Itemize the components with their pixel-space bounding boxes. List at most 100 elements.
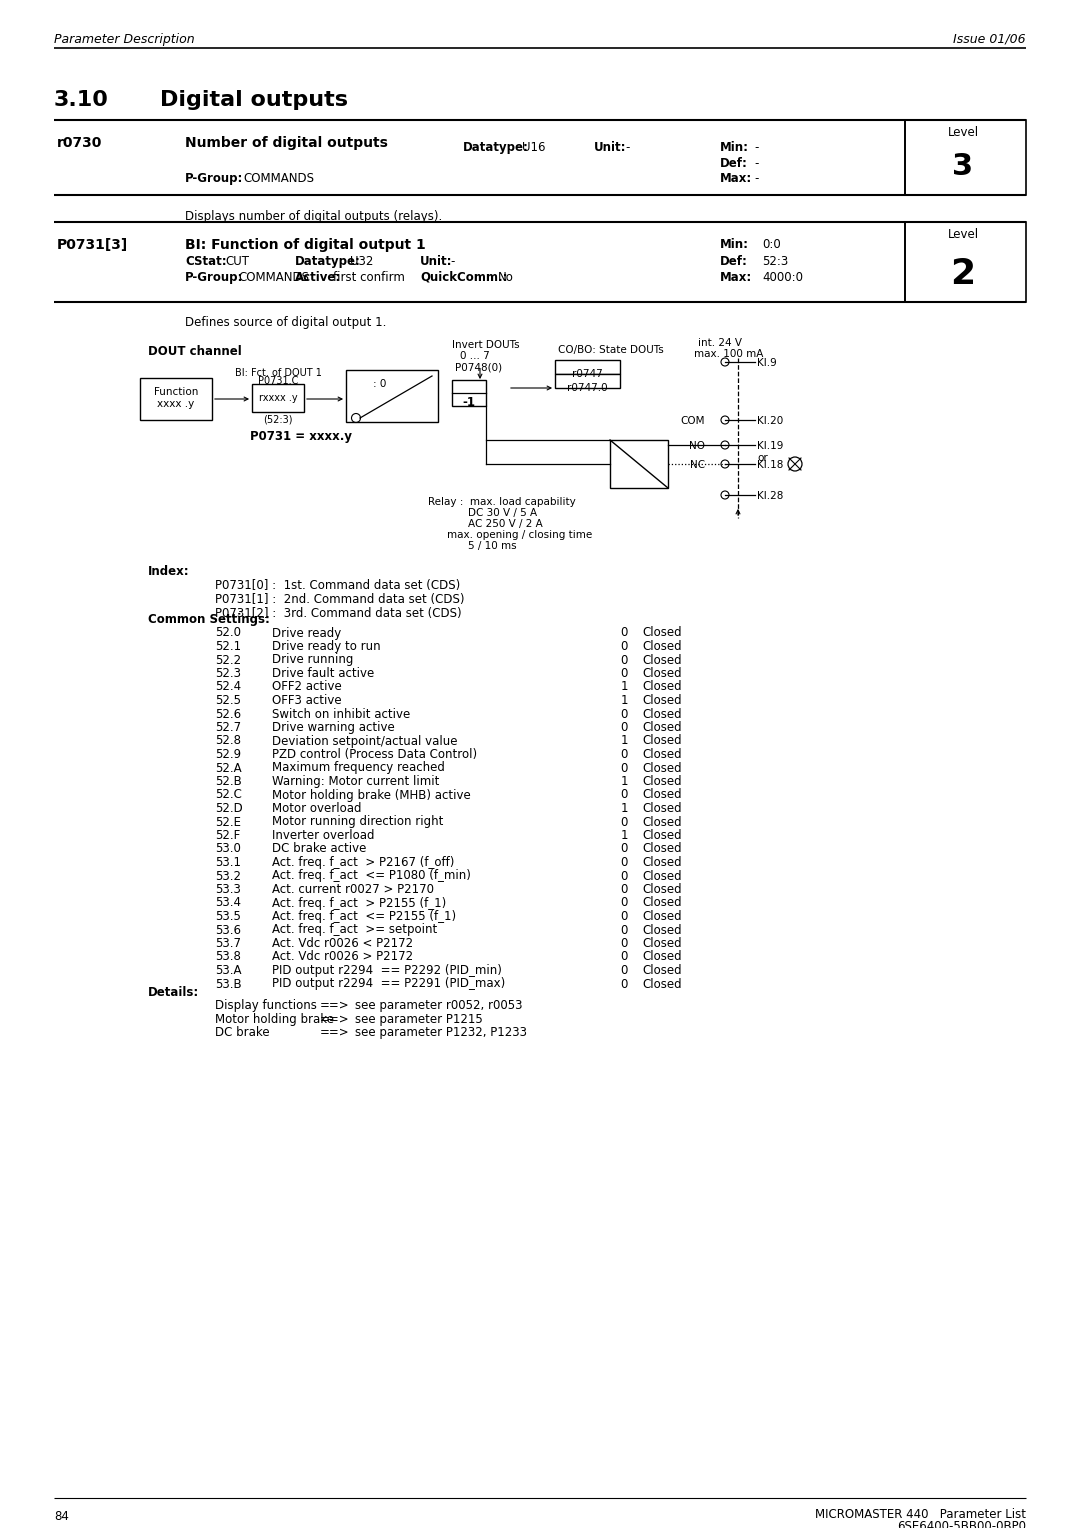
- Bar: [453, 380, 486, 406]
- Text: MICROMASTER 440   Parameter List: MICROMASTER 440 Parameter List: [815, 1508, 1026, 1520]
- Text: OFF3 active: OFF3 active: [272, 694, 341, 707]
- Text: rxxxx .y: rxxxx .y: [259, 393, 297, 403]
- Text: Closed: Closed: [642, 856, 681, 869]
- Text: 84: 84: [54, 1510, 69, 1523]
- Text: Closed: Closed: [642, 654, 681, 666]
- Text: 3: 3: [953, 151, 973, 180]
- Text: Act. Vdc r0026 > P2172: Act. Vdc r0026 > P2172: [272, 950, 414, 964]
- Bar: [346, 370, 438, 422]
- Text: 0: 0: [621, 761, 627, 775]
- Text: Number of digital outputs: Number of digital outputs: [185, 136, 388, 150]
- Text: 53.8: 53.8: [215, 950, 241, 964]
- Text: AC 250 V / 2 A: AC 250 V / 2 A: [468, 520, 543, 529]
- Text: Motor running direction right: Motor running direction right: [272, 816, 444, 828]
- Text: Min:: Min:: [720, 141, 750, 154]
- Text: 52:3: 52:3: [762, 255, 788, 267]
- Text: Closed: Closed: [642, 735, 681, 747]
- Text: 0: 0: [621, 788, 627, 802]
- Text: 53.7: 53.7: [215, 937, 241, 950]
- Text: 0: 0: [621, 749, 627, 761]
- Text: 52.9: 52.9: [215, 749, 241, 761]
- Text: see parameter P1215: see parameter P1215: [355, 1013, 483, 1025]
- Text: 0:0: 0:0: [762, 238, 781, 251]
- Text: 0: 0: [621, 978, 627, 990]
- Text: Closed: Closed: [642, 775, 681, 788]
- Text: Kl.20: Kl.20: [757, 416, 783, 426]
- Text: Closed: Closed: [642, 964, 681, 976]
- Text: Closed: Closed: [642, 694, 681, 707]
- Text: Closed: Closed: [642, 626, 681, 640]
- Text: 0: 0: [621, 937, 627, 950]
- Text: Issue 01/06: Issue 01/06: [954, 34, 1026, 46]
- Text: Function: Function: [153, 387, 199, 397]
- Text: Closed: Closed: [642, 923, 681, 937]
- Text: COMMANDS: COMMANDS: [243, 173, 314, 185]
- Text: 5 / 10 ms: 5 / 10 ms: [468, 541, 516, 552]
- Text: Details:: Details:: [148, 986, 199, 998]
- Text: 0: 0: [621, 856, 627, 869]
- Text: 53.3: 53.3: [215, 883, 241, 895]
- Text: Def:: Def:: [720, 157, 747, 170]
- Text: P0731.C: P0731.C: [258, 376, 298, 387]
- Text: Max:: Max:: [720, 270, 753, 284]
- Text: 53.B: 53.B: [215, 978, 242, 990]
- Text: Maximum frequency reached: Maximum frequency reached: [272, 761, 445, 775]
- Text: Drive warning active: Drive warning active: [272, 721, 395, 733]
- Text: Unit:: Unit:: [420, 255, 453, 267]
- Text: 52.8: 52.8: [215, 735, 241, 747]
- Text: -1: -1: [462, 396, 475, 410]
- Text: -: -: [754, 141, 758, 154]
- Text: or: or: [757, 452, 768, 463]
- Text: Closed: Closed: [642, 788, 681, 802]
- Text: Act. freq. f_act  <= P2155 (f_1): Act. freq. f_act <= P2155 (f_1): [272, 911, 456, 923]
- Text: Parameter Description: Parameter Description: [54, 34, 194, 46]
- Text: 52.B: 52.B: [215, 775, 242, 788]
- Bar: [905, 222, 1026, 303]
- Text: r0747: r0747: [571, 368, 603, 379]
- Text: 0: 0: [621, 707, 627, 721]
- Text: BI: Fct. of DOUT 1: BI: Fct. of DOUT 1: [234, 368, 322, 377]
- Text: Closed: Closed: [642, 816, 681, 828]
- Text: 1: 1: [621, 735, 627, 747]
- Text: Unit:: Unit:: [594, 141, 626, 154]
- Text: Level: Level: [947, 125, 978, 139]
- Text: DC brake: DC brake: [215, 1025, 270, 1039]
- Text: int. 24 V: int. 24 V: [698, 338, 742, 348]
- Text: 0: 0: [621, 842, 627, 856]
- Text: Display functions: Display functions: [215, 999, 316, 1012]
- Text: P0748(0): P0748(0): [455, 362, 502, 371]
- Text: 52.7: 52.7: [215, 721, 241, 733]
- Text: PID output r2294  == P2291 (PID_max): PID output r2294 == P2291 (PID_max): [272, 978, 505, 990]
- Text: DC brake active: DC brake active: [272, 842, 366, 856]
- Text: Def:: Def:: [720, 255, 747, 267]
- Text: Closed: Closed: [642, 680, 681, 694]
- Text: Closed: Closed: [642, 721, 681, 733]
- Text: Closed: Closed: [642, 869, 681, 883]
- Text: Kl.9: Kl.9: [757, 358, 777, 368]
- Text: 53.6: 53.6: [215, 923, 241, 937]
- Text: Closed: Closed: [642, 802, 681, 814]
- Text: Drive ready: Drive ready: [272, 626, 341, 640]
- Text: NC: NC: [690, 460, 705, 471]
- Text: 1: 1: [621, 830, 627, 842]
- Text: first confirm: first confirm: [333, 270, 405, 284]
- Text: Act. Vdc r0026 < P2172: Act. Vdc r0026 < P2172: [272, 937, 414, 950]
- Text: ==>: ==>: [320, 1025, 350, 1039]
- Text: max. 100 mA: max. 100 mA: [694, 348, 764, 359]
- Text: PZD control (Process Data Control): PZD control (Process Data Control): [272, 749, 477, 761]
- Text: CO/BO: State DOUTs: CO/BO: State DOUTs: [558, 345, 664, 354]
- Text: Closed: Closed: [642, 842, 681, 856]
- Bar: [555, 374, 620, 388]
- Text: 1: 1: [621, 680, 627, 694]
- Text: 0: 0: [621, 668, 627, 680]
- Text: Closed: Closed: [642, 897, 681, 909]
- Text: DC 30 V / 5 A: DC 30 V / 5 A: [468, 507, 537, 518]
- Text: 53.1: 53.1: [215, 856, 241, 869]
- Text: 52.F: 52.F: [215, 830, 240, 842]
- Text: Act. freq. f_act  > P2167 (f_off): Act. freq. f_act > P2167 (f_off): [272, 856, 455, 869]
- Text: Defines source of digital output 1.: Defines source of digital output 1.: [185, 316, 387, 329]
- Text: Inverter overload: Inverter overload: [272, 830, 375, 842]
- Text: 52.3: 52.3: [215, 668, 241, 680]
- Text: CUT: CUT: [225, 255, 249, 267]
- Text: Act. freq. f_act  >= setpoint: Act. freq. f_act >= setpoint: [272, 923, 437, 937]
